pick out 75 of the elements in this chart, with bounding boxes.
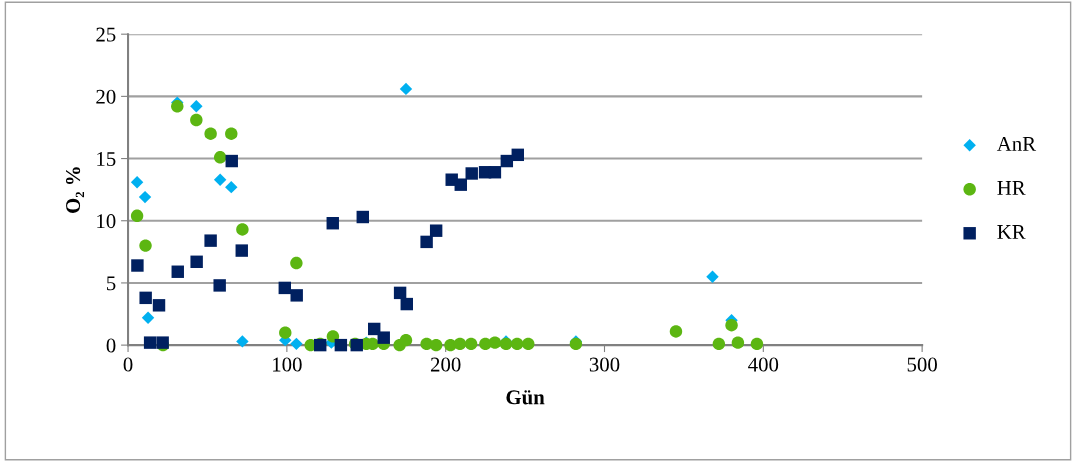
x-axis-title: Gün [506, 390, 545, 405]
point [130, 209, 144, 222]
x-tick-label: 300 [589, 357, 620, 372]
point [522, 337, 535, 351]
y-tick-label: 0 [106, 338, 116, 353]
point [213, 151, 227, 164]
point [143, 336, 157, 349]
point [141, 311, 155, 324]
point [399, 333, 413, 347]
point [236, 223, 249, 236]
y-tick-label: 20 [96, 89, 116, 104]
point [190, 113, 203, 127]
point [454, 178, 467, 191]
point [236, 335, 249, 348]
point [750, 337, 764, 351]
x-tick-label: 500 [907, 357, 937, 372]
point [488, 336, 502, 349]
y-tick-label: 5 [107, 276, 116, 291]
point [290, 256, 303, 270]
legend-label: KR [997, 225, 1026, 239]
point [213, 173, 227, 186]
point [213, 279, 226, 292]
point [453, 337, 467, 351]
point [429, 338, 443, 352]
point [225, 180, 238, 194]
point [278, 281, 292, 295]
point [171, 100, 184, 113]
point [190, 255, 203, 268]
point [393, 286, 407, 300]
point [511, 148, 524, 162]
point [731, 336, 745, 349]
point [225, 154, 238, 168]
point [399, 82, 413, 96]
point [706, 270, 719, 283]
point [356, 210, 369, 224]
x-tick-label: 200 [430, 357, 461, 372]
point [190, 100, 203, 113]
point [464, 337, 478, 351]
y-tick-label: 25 [96, 27, 116, 42]
point [488, 166, 502, 179]
y-tick-label: 15 [97, 152, 116, 166]
point [171, 265, 184, 278]
point [204, 234, 217, 247]
x-tick-label: 100 [273, 357, 302, 372]
point [290, 337, 303, 351]
point [138, 190, 152, 204]
point [377, 331, 390, 344]
point [225, 127, 238, 140]
point [510, 337, 524, 351]
point [669, 325, 683, 338]
point [429, 224, 443, 237]
x-tick-label: 400 [748, 357, 779, 372]
point [139, 239, 152, 252]
point [326, 330, 340, 343]
point [152, 299, 166, 312]
point [290, 289, 303, 302]
point [326, 217, 339, 230]
point [130, 175, 144, 189]
point [204, 127, 217, 140]
point [400, 297, 413, 311]
point [131, 259, 144, 272]
y-axis-title: O₂ % [66, 167, 85, 213]
point [500, 154, 514, 168]
x-tick-label: 0 [123, 357, 133, 372]
legend-label: AnR [996, 136, 1037, 151]
point [139, 291, 152, 305]
point [334, 338, 348, 352]
point [235, 244, 248, 257]
point [725, 319, 738, 332]
y-tick-label: 10 [97, 214, 116, 229]
point [420, 235, 433, 249]
legend-label: HR [997, 181, 1026, 195]
point [712, 337, 726, 351]
point [465, 167, 478, 180]
point [279, 326, 292, 339]
